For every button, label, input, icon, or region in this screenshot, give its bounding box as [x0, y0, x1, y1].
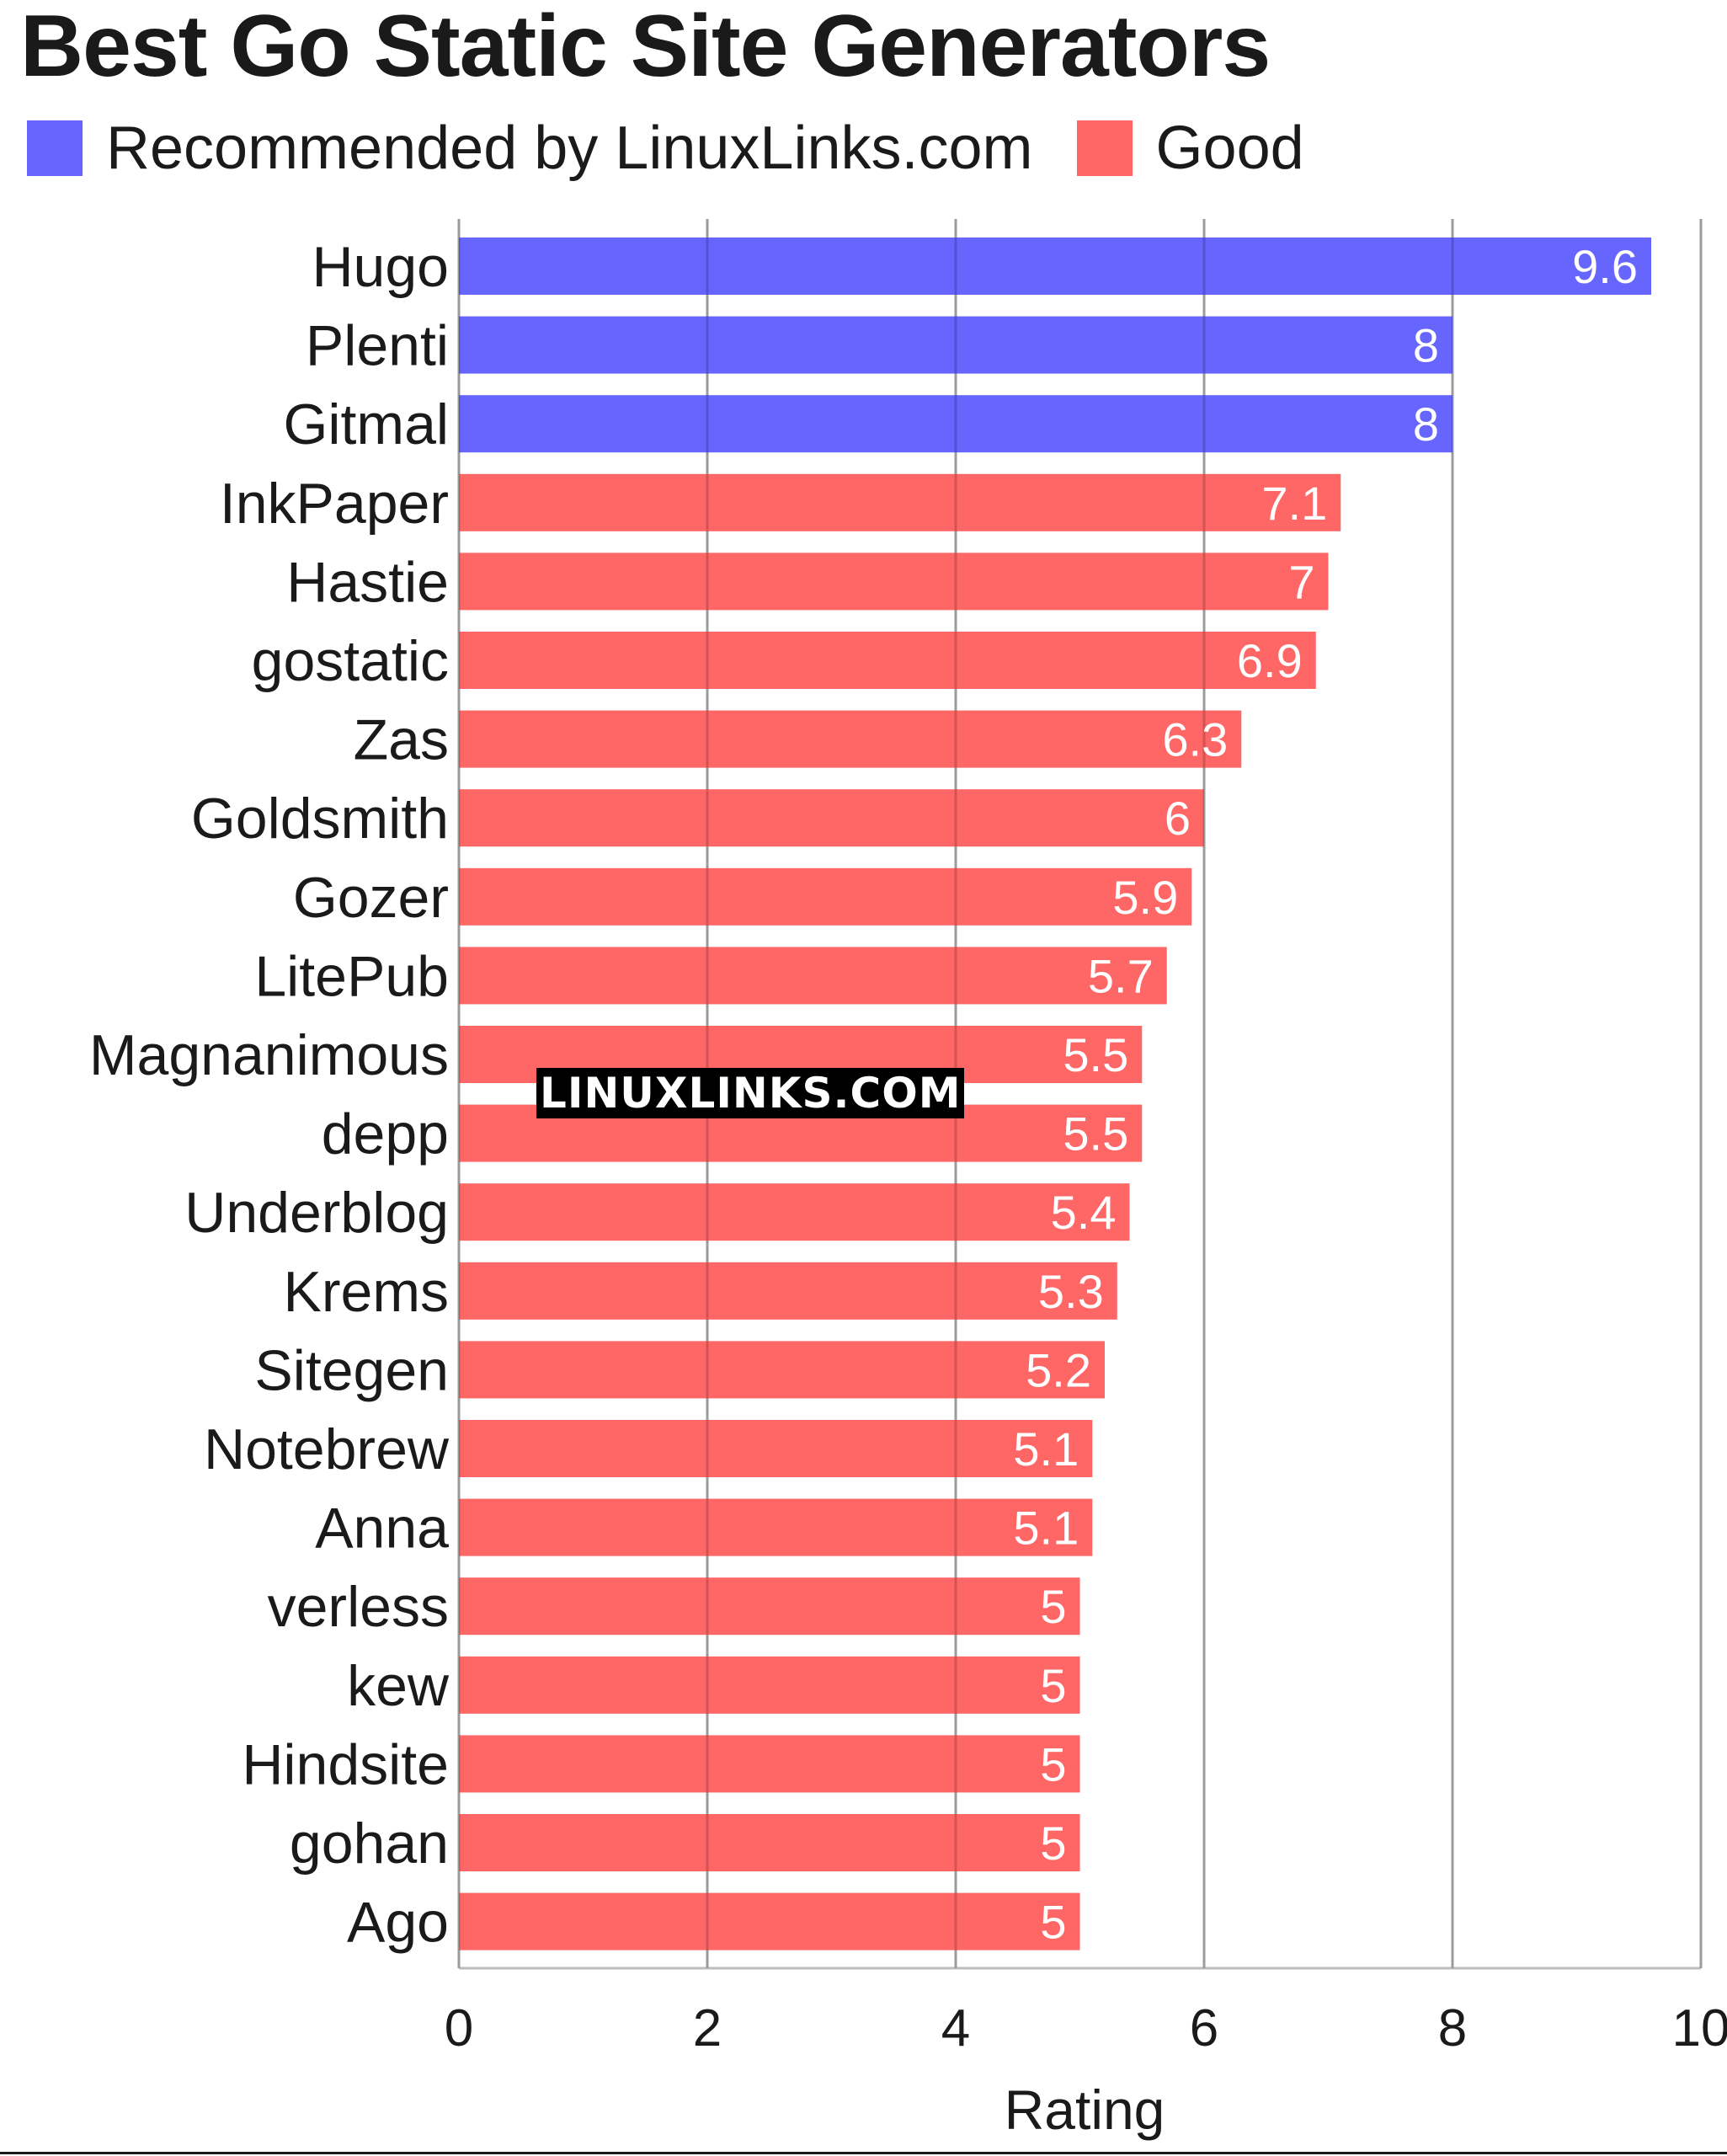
bar-ago: [459, 1892, 1080, 1951]
bar-plenti: [459, 316, 1452, 374]
x-tick-label-0: 0: [445, 1999, 473, 2057]
legend-swatch-good: [1076, 120, 1133, 176]
value-label-anna: 5.1: [1013, 1502, 1079, 1555]
category-label-hindsite: Hindsite: [242, 1732, 449, 1796]
value-label-verless: 5: [1040, 1580, 1066, 1633]
labels: 0 2 4 6 8 10 Hugo 9.6 Plenti 8 Gitmal 8 InkPaper 7.1 H…: [89, 235, 1727, 2057]
bar-hugo: [459, 237, 1651, 295]
bar-inkpaper: [459, 473, 1341, 531]
bar-gozer: [459, 867, 1192, 926]
bar-sitegen: [459, 1341, 1105, 1399]
category-label-kew: kew: [347, 1654, 450, 1718]
value-label-krems: 5.3: [1038, 1265, 1104, 1318]
value-label-hindsite: 5: [1040, 1737, 1066, 1790]
value-label-gohan: 5: [1040, 1817, 1066, 1870]
category-label-underblog: Underblog: [184, 1181, 449, 1245]
category-label-zas: Zas: [354, 708, 449, 772]
category-label-depp: depp: [322, 1102, 449, 1166]
category-label-inkpaper: InkPaper: [220, 472, 449, 536]
x-axis-title: Rating: [1005, 2079, 1165, 2141]
bar-kew: [459, 1656, 1080, 1714]
value-label-litepub: 5.7: [1088, 949, 1154, 1002]
value-label-kew: 5: [1040, 1659, 1066, 1712]
legend-label-recommended: Recommended by LinuxLinks.com: [106, 115, 1033, 182]
category-label-hugo: Hugo: [312, 235, 449, 299]
legend: Recommended by LinuxLinks.com Good: [27, 115, 1348, 182]
bars: [459, 237, 1651, 1951]
watermark: LINUXLINKS.COM: [536, 1068, 965, 1118]
category-label-plenti: Plenti: [306, 314, 449, 378]
value-label-plenti: 8: [1413, 319, 1439, 372]
category-label-gitmal: Gitmal: [284, 392, 449, 456]
value-label-underblog: 5.4: [1051, 1186, 1117, 1239]
bottom-rule: [0, 2152, 1727, 2154]
value-label-goldsmith: 6: [1165, 792, 1191, 845]
chart-title: Best Go Static Site Generators: [20, 0, 1271, 95]
x-tick-label-8: 8: [1438, 1999, 1467, 2057]
category-label-krems: Krems: [284, 1260, 449, 1324]
legend-item-recommended: Recommended by LinuxLinks.com: [27, 114, 1033, 183]
bar-underblog: [459, 1183, 1130, 1241]
bar-litepub: [459, 947, 1167, 1005]
value-label-ago: 5: [1040, 1896, 1066, 1949]
value-label-hastie: 7: [1288, 555, 1314, 608]
bar-gostatic: [459, 632, 1316, 689]
category-label-gozer: Gozer: [293, 866, 449, 930]
legend-item-good: Good: [1076, 114, 1304, 183]
category-label-verless: verless: [268, 1575, 449, 1639]
category-label-goldsmith: Goldsmith: [191, 787, 449, 851]
x-tick-label-2: 2: [693, 1999, 722, 2057]
legend-label-good: Good: [1155, 115, 1304, 182]
x-tick-label-4: 4: [941, 1999, 970, 2057]
value-label-inkpaper: 7.1: [1261, 477, 1327, 530]
bar-notebrew: [459, 1420, 1093, 1477]
bar-hindsite: [459, 1735, 1080, 1793]
value-label-gostatic: 6.9: [1237, 634, 1303, 687]
category-label-notebrew: Notebrew: [204, 1417, 450, 1481]
value-label-hugo: 9.6: [1572, 240, 1638, 293]
category-label-magnanimous: Magnanimous: [89, 1023, 449, 1087]
bar-anna: [459, 1498, 1093, 1556]
category-label-anna: Anna: [315, 1497, 449, 1561]
value-label-sitegen: 5.2: [1026, 1343, 1091, 1396]
value-label-gitmal: 8: [1413, 398, 1439, 451]
value-label-zas: 6.3: [1162, 713, 1228, 766]
category-label-hastie: Hastie: [286, 550, 449, 614]
value-label-depp: 5.5: [1063, 1107, 1128, 1161]
bar-gitmal: [459, 395, 1452, 453]
category-label-gostatic: gostatic: [252, 629, 449, 693]
value-label-notebrew: 5.1: [1013, 1422, 1079, 1476]
bar-zas: [459, 710, 1242, 768]
bar-goldsmith: [459, 789, 1204, 847]
category-label-sitegen: Sitegen: [254, 1338, 449, 1402]
bar-gohan: [459, 1814, 1080, 1871]
category-label-gohan: gohan: [290, 1812, 449, 1876]
category-label-litepub: LitePub: [254, 944, 449, 1008]
category-label-ago: Ago: [347, 1891, 449, 1955]
value-label-gozer: 5.9: [1112, 871, 1178, 924]
value-label-magnanimous: 5.5: [1063, 1028, 1128, 1081]
x-tick-label-6: 6: [1190, 1999, 1218, 2057]
bar-krems: [459, 1262, 1117, 1320]
legend-swatch-recommended: [27, 120, 83, 176]
bar-hastie: [459, 552, 1329, 611]
bar-verless: [459, 1577, 1080, 1636]
x-tick-label-10: 10: [1672, 1999, 1727, 2057]
